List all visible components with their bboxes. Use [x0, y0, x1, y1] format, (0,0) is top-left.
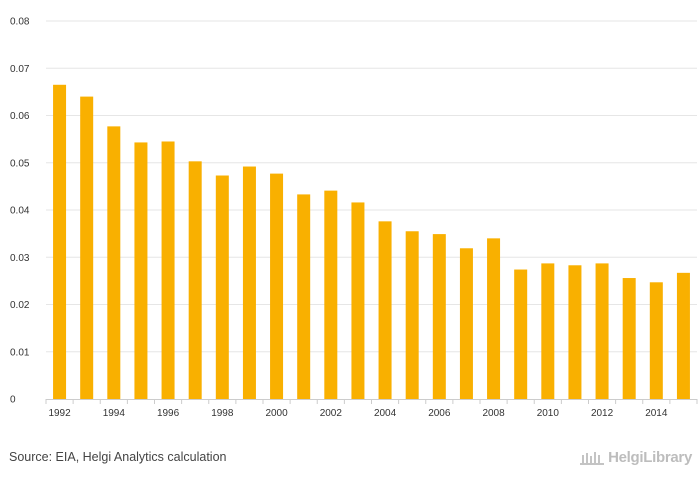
bar-1999 — [242, 166, 256, 399]
x-tick-label: 1992 — [48, 408, 71, 419]
bar-2010 — [541, 263, 555, 399]
bar-1993 — [80, 96, 94, 399]
y-tick-label: 0.01 — [10, 347, 30, 358]
bar-1992 — [53, 84, 67, 399]
x-tick-label: 2010 — [537, 408, 560, 419]
x-tick-label: 2006 — [428, 408, 451, 419]
bar-2003 — [351, 202, 365, 399]
x-axis: 1992 1994 1996 1998 2000 2002 2004 2006 2008 2010… — [45, 399, 698, 419]
y-tick-label: 0.07 — [10, 64, 30, 75]
x-tick-label: 2014 — [645, 408, 668, 419]
bar-2015 — [676, 272, 690, 399]
helgi-library-logo: HelgiLibrary — [579, 449, 692, 466]
grid-layer — [46, 20, 697, 353]
y-tick-label: 0.06 — [10, 111, 30, 122]
bar-2000 — [270, 173, 284, 399]
y-tick-label: 0 — [10, 395, 16, 406]
source-note: Source: EIA, Helgi Analytics calculation — [9, 450, 227, 464]
bar-chart: 00.010.020.030.040.050.060.070.08 1992 19… — [10, 17, 698, 419]
bar-2001 — [297, 194, 311, 399]
y-tick-label: 0.03 — [10, 253, 30, 264]
bar-2011 — [568, 265, 582, 399]
bar-2004 — [378, 221, 392, 399]
bar-1998 — [215, 175, 229, 399]
y-tick-label: 0.02 — [10, 300, 30, 311]
x-tick-label: 1996 — [157, 408, 180, 419]
bar-1996 — [161, 141, 175, 400]
x-tick-label: 1998 — [211, 408, 234, 419]
y-tick-label: 0.04 — [10, 206, 30, 217]
bar-2013 — [622, 278, 636, 399]
x-tick-label: 1994 — [103, 408, 126, 419]
bar-1997 — [188, 161, 202, 399]
x-tick-label: 2004 — [374, 408, 397, 419]
bar-2005 — [405, 231, 419, 399]
y-tick-label: 0.08 — [10, 17, 30, 28]
bar-2012 — [595, 263, 609, 399]
bar-2006 — [432, 234, 446, 399]
bar-2008 — [487, 238, 501, 399]
library-building-icon — [580, 451, 605, 465]
y-tick-label: 0.05 — [10, 158, 30, 169]
bar-2009 — [514, 269, 528, 399]
x-tick-label: 2000 — [265, 408, 288, 419]
x-tick-label: 2008 — [482, 408, 505, 419]
logo-text: HelgiLibrary — [608, 449, 692, 466]
bars — [53, 84, 690, 400]
y-axis: 0 0.01 0.02 0.03 0.04 0.05 0.06 0.07 0.08 — [10, 17, 30, 406]
bar-2002 — [324, 190, 338, 399]
bar-1994 — [107, 126, 121, 400]
bar-1995 — [134, 142, 148, 399]
x-tick-label: 2012 — [591, 408, 614, 419]
bar-2014 — [649, 282, 663, 399]
bar-2007 — [459, 248, 473, 399]
x-tick-label: 2002 — [320, 408, 343, 419]
